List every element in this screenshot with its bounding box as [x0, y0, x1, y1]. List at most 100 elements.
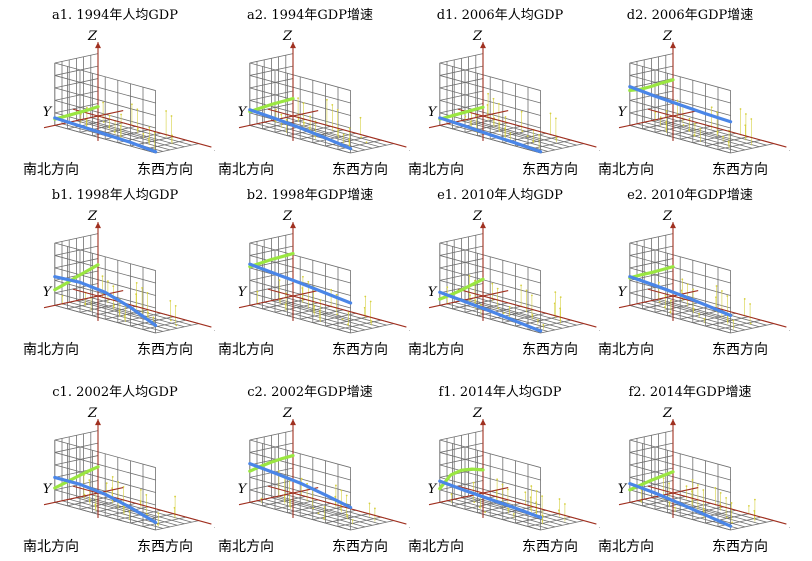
sample-point	[714, 487, 716, 489]
floor-grid-line	[76, 498, 177, 526]
sample-point	[141, 287, 143, 289]
floor-grid-line	[264, 499, 365, 527]
sample-point	[114, 131, 116, 133]
sample-point	[670, 300, 672, 302]
sample-point	[323, 517, 325, 519]
x-axis-line	[73, 486, 212, 524]
sample-point	[84, 303, 86, 305]
sample-point	[538, 134, 540, 136]
floor-grid-line	[279, 496, 380, 524]
sample-point	[348, 312, 350, 314]
y-axis-label: Y	[43, 482, 53, 497]
z-axis-label: Z	[87, 406, 98, 421]
sample-point	[473, 482, 475, 484]
sample-point	[532, 140, 534, 142]
sample-point	[721, 290, 723, 292]
south-north-direction-label: 南北方向	[23, 342, 79, 358]
sample-point	[347, 323, 349, 325]
sample-point	[124, 315, 126, 317]
sample-point	[731, 502, 733, 504]
sample-point	[117, 481, 119, 483]
sample-point	[342, 318, 344, 320]
sample-point	[564, 503, 566, 505]
floor-grid-line	[476, 118, 577, 146]
sample-point	[513, 513, 515, 515]
panel-title: b1. 1998年人均GDP	[15, 188, 215, 204]
trend-3d-plot: ZXY南北方向东西方向	[15, 24, 215, 184]
chart-panel-e1: e1. 2010年人均GDPZXY南北方向东西方向	[400, 188, 600, 363]
sample-point	[689, 118, 691, 120]
sample-point	[716, 285, 718, 287]
sample-point	[505, 116, 507, 118]
sample-point	[102, 275, 104, 277]
trend-3d-plot: ZXY南北方向东西方向	[400, 24, 600, 184]
sample-point	[336, 294, 338, 296]
sample-point	[498, 103, 500, 105]
sample-point	[509, 132, 511, 134]
sample-point	[668, 482, 670, 484]
floor-grid-line	[666, 495, 767, 523]
trend-3d-plot: ZXY南北方向东西方向	[210, 401, 410, 561]
chart-panel-a2: a2. 1994年GDP增速ZXY南北方向东西方向	[210, 8, 410, 183]
sample-point	[301, 478, 303, 480]
floor-grid-line	[91, 118, 192, 146]
sample-point	[108, 126, 110, 128]
south-north-direction-label: 南北方向	[218, 342, 274, 358]
sample-point	[530, 485, 532, 487]
sample-point	[692, 479, 694, 481]
sample-point	[318, 512, 320, 514]
sample-point	[493, 98, 495, 100]
east-west-direction-label: 东西方向	[332, 539, 388, 555]
south-north-direction-label: 南北方向	[23, 539, 79, 555]
sample-point	[504, 127, 506, 129]
sample-point	[464, 116, 466, 118]
sample-point	[131, 103, 133, 105]
z-axis-label: Z	[472, 209, 483, 224]
sample-point	[537, 319, 539, 321]
floor-grid-line	[257, 124, 358, 152]
sample-point	[140, 489, 142, 491]
sample-point	[744, 298, 746, 300]
trend-3d-plot: ZXY南北方向东西方向	[15, 401, 215, 561]
sample-point	[503, 312, 505, 314]
sample-point	[669, 311, 671, 313]
south-north-direction-label: 南北方向	[218, 539, 274, 555]
sample-point	[659, 301, 661, 303]
sample-point	[658, 282, 660, 284]
sample-point	[171, 115, 173, 117]
south-north-direction-label: 南北方向	[598, 342, 654, 358]
sample-point	[175, 305, 177, 307]
sample-point	[360, 117, 362, 119]
chart-panel-d1: d1. 2006年人均GDPZXY南北方向东西方向	[400, 8, 600, 183]
sample-point	[665, 295, 667, 297]
panel-title: e2. 2010年GDP增速	[590, 188, 790, 204]
sample-point	[446, 286, 448, 288]
sample-point	[555, 118, 557, 120]
y-axis-label: Y	[618, 285, 628, 300]
sample-point	[702, 489, 704, 491]
sample-point	[364, 307, 366, 309]
sample-point	[451, 493, 453, 495]
sample-point	[136, 282, 138, 284]
south-north-direction-label: 南北方向	[408, 539, 464, 555]
panel-title: a2. 1994年GDP增速	[210, 8, 410, 24]
sample-point	[750, 323, 752, 325]
sample-point	[148, 138, 150, 140]
sample-point	[677, 100, 679, 102]
sample-point	[86, 107, 88, 109]
sample-point	[732, 320, 734, 322]
sample-point	[107, 280, 109, 282]
y-axis-label: Y	[428, 285, 438, 300]
panel-title: c2. 2002年GDP增速	[210, 385, 410, 401]
sample-point	[135, 293, 137, 295]
sample-point	[521, 111, 523, 113]
x-axis-line	[648, 486, 787, 524]
sample-point	[112, 285, 114, 287]
trend-3d-plot: ZXY南北方向东西方向	[210, 24, 410, 184]
sample-point	[297, 97, 299, 99]
floor-grid-line	[644, 122, 745, 150]
y-axis-label: Y	[238, 285, 248, 300]
x-axis-label: X	[789, 140, 790, 155]
floor-grid-line	[84, 299, 185, 327]
sample-point	[524, 491, 526, 493]
